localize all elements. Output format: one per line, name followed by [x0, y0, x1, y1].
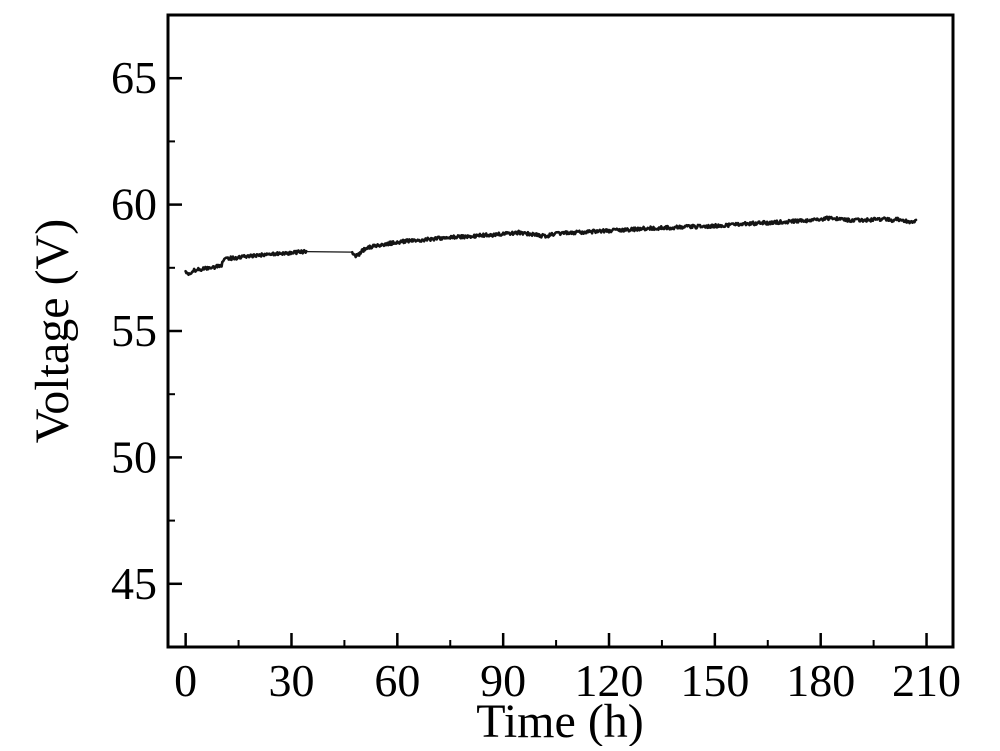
y-tick-label: 50	[111, 431, 157, 482]
x-tick-label: 0	[174, 655, 197, 706]
x-tick-label: 120	[575, 655, 644, 706]
plot-area	[166, 13, 955, 649]
plot-layer: 0 30 60 90 120 150 180 210 45 50 55 60 65	[111, 13, 961, 706]
x-tick-label: 150	[680, 655, 749, 706]
y-tick-label: 65	[111, 52, 157, 103]
x-tick-label: 210	[892, 655, 961, 706]
y-tick-label: 55	[111, 305, 157, 356]
x-tick-label: 90	[480, 655, 526, 706]
voltage-curve	[350, 215, 918, 259]
voltage-curve	[184, 248, 308, 276]
y-axis-title: Voltage (V)	[26, 219, 79, 443]
voltage-curve-gap-segment	[306, 250, 353, 253]
y-tick-label: 60	[111, 179, 157, 230]
y-tick-label: 45	[111, 558, 157, 609]
x-tick-label: 180	[786, 655, 855, 706]
x-tick-label: 60	[374, 655, 420, 706]
x-axis-title: Time (h)	[476, 695, 644, 746]
x-tick-label: 30	[268, 655, 314, 706]
